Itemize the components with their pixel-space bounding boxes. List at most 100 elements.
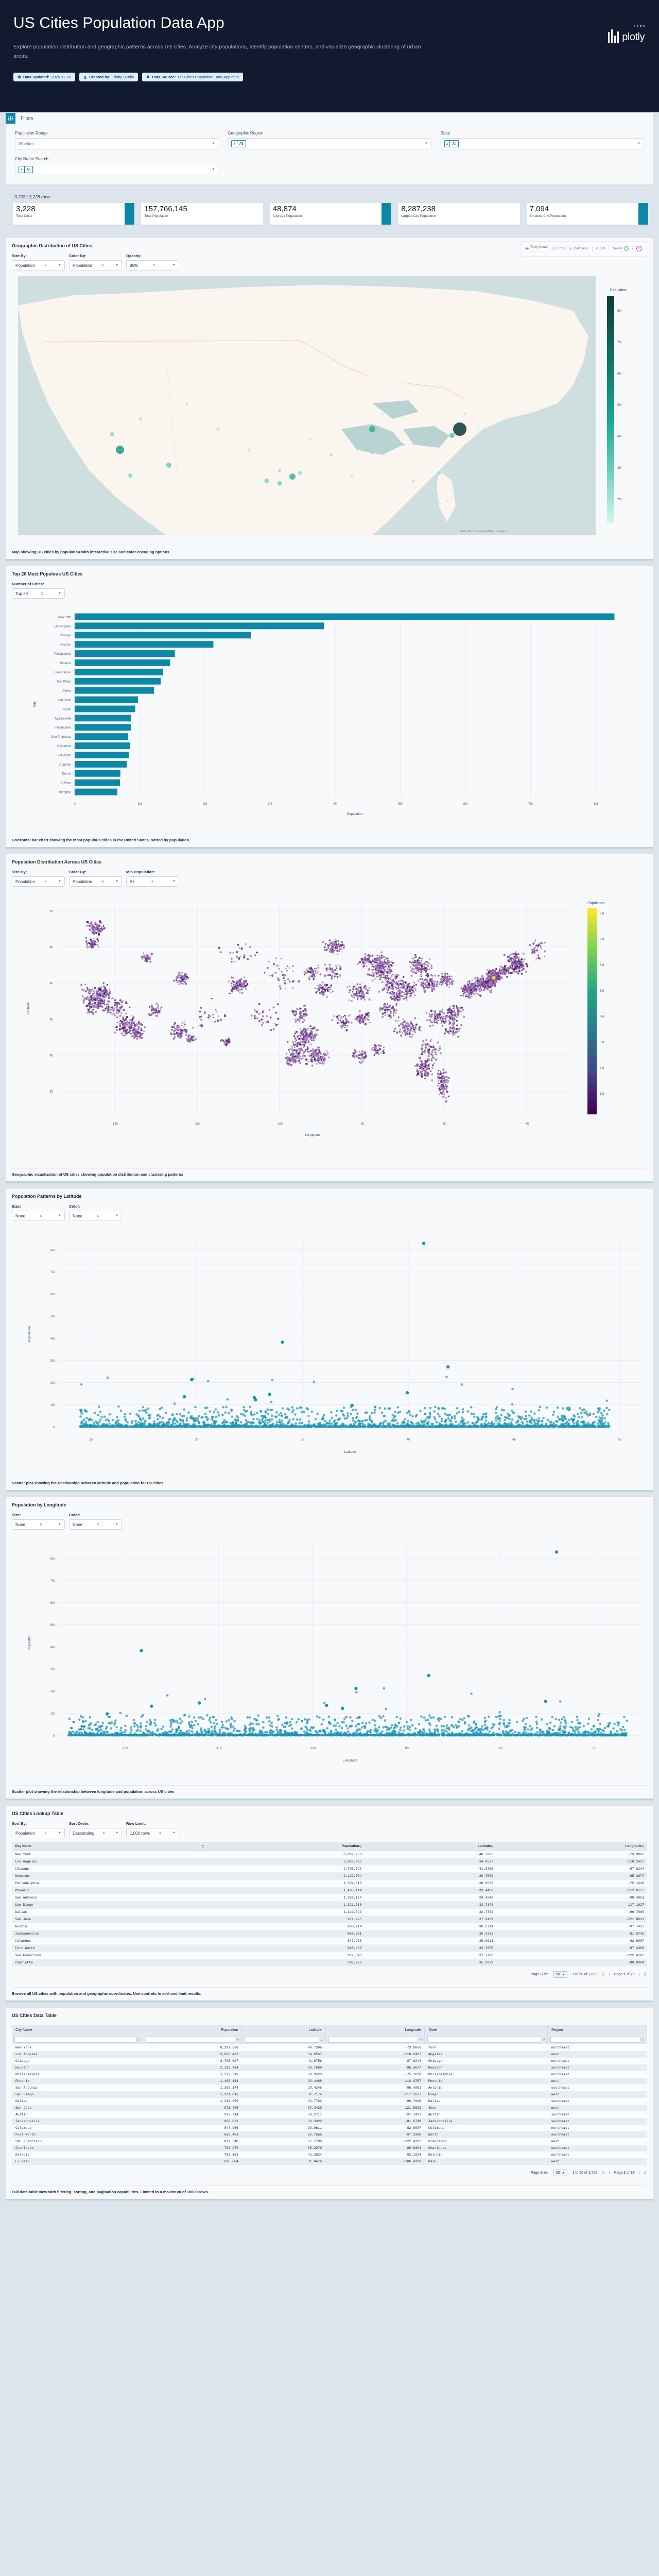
clear-icon[interactable]: x <box>101 263 104 267</box>
kpi-label: Total Population <box>144 214 168 218</box>
data-point <box>392 979 394 981</box>
x-tick-label: 6M <box>463 803 467 806</box>
population-range-select[interactable]: All cities ▼ <box>15 138 219 149</box>
state-select[interactable]: x All ▼ <box>440 138 644 149</box>
data-point <box>310 1035 313 1038</box>
x-tick-label: 4M <box>333 803 337 806</box>
data-point <box>220 1040 222 1042</box>
data-point <box>446 1081 449 1083</box>
region-token[interactable]: x All <box>231 140 246 147</box>
callbacks-button[interactable]: Callbacks <box>569 247 588 250</box>
data-point <box>449 1006 452 1008</box>
data-point <box>441 1018 444 1020</box>
data-point <box>363 993 366 995</box>
data-point <box>391 993 394 996</box>
geo-scatter-controls: Size By: Population x ▼ Color By: Populat… <box>12 870 647 887</box>
data-point <box>421 1060 423 1063</box>
map-attribution: © MapTiler © OpenStreetMap contributors <box>460 530 508 533</box>
data-point <box>398 996 400 998</box>
geo-scatter-plot[interactable]: -120 -110 -100 -90 -80 -70 25 30 35 40 45 50 Longitu… <box>6 891 653 1164</box>
clear-icon[interactable]: x <box>97 1214 99 1218</box>
geo-min-population-select[interactable]: All x ▼ <box>126 876 179 887</box>
city-name-search-select[interactable]: x All ▼ <box>15 164 219 175</box>
data-point <box>388 964 391 967</box>
data-point <box>149 956 151 958</box>
data-point <box>412 1027 414 1030</box>
map-colorbar-title: Population <box>610 289 627 292</box>
geographic-map-plot[interactable]: Population 8M 7M 6M 5M 4M 3M 2M © MapTil… <box>6 275 653 541</box>
data-point <box>303 1015 305 1017</box>
map-opacity-select[interactable]: 80% x ▼ <box>126 260 179 270</box>
data-point <box>114 1014 116 1016</box>
data-point <box>382 974 384 976</box>
data-point <box>89 992 91 995</box>
remove-token-icon[interactable]: x <box>233 142 235 146</box>
data-point <box>342 1022 344 1024</box>
map-canvas[interactable]: Population 8M 7M 6M 5M 4M 3M 2M © MapTil… <box>12 275 656 537</box>
colorbar-tick-label: 6M <box>600 964 604 967</box>
data-point <box>388 1014 391 1017</box>
number-of-cities-select[interactable]: Top 20 x ▼ <box>12 588 65 599</box>
map-color-by-select[interactable]: Population x ▼ <box>69 260 122 270</box>
clear-icon[interactable]: x <box>153 263 155 267</box>
clear-icon[interactable]: x <box>40 1214 42 1218</box>
latitude-scatter-plot[interactable]: 25 30 35 40 45 50 0 1M 2M 3M 4M 5M 6M 7M 8M Latitude Pop… <box>6 1225 653 1472</box>
data-point <box>294 1062 297 1064</box>
data-point <box>286 1060 288 1062</box>
data-point <box>388 988 389 990</box>
data-point <box>395 992 398 994</box>
data-point <box>459 1010 462 1013</box>
plotly-logo-bars <box>608 27 619 43</box>
data-point <box>144 1026 146 1028</box>
data-point <box>340 967 342 969</box>
clear-icon[interactable]: x <box>41 591 43 596</box>
data-point <box>121 1021 124 1023</box>
expand-devtools-button[interactable]: » <box>636 245 642 251</box>
control-label: Color By: <box>69 870 86 874</box>
data-point <box>477 982 479 985</box>
data-point <box>450 1012 453 1014</box>
remove-token-icon[interactable]: x <box>446 142 448 146</box>
errors-button[interactable]: Errors <box>551 247 565 250</box>
data-point <box>422 1067 424 1070</box>
top-cities-bar-plot[interactable]: 0 1M 2M 3M 4M 5M 6M 7M 8M New York Los Angeles Chic… <box>6 603 653 829</box>
data-point <box>314 1055 316 1057</box>
geo-scatter-canvas[interactable]: -120 -110 -100 -90 -80 -70253035404550Longitu… <box>12 893 656 1161</box>
data-point <box>321 1062 324 1065</box>
clear-icon[interactable]: x <box>44 263 47 267</box>
lat-size-select[interactable]: None x ▼ <box>12 1211 65 1221</box>
data-point <box>92 990 95 992</box>
remove-token-icon[interactable]: x <box>21 167 23 172</box>
data-point <box>327 1056 330 1059</box>
geographic-region-select[interactable]: x All ▼ <box>228 138 431 149</box>
clear-icon[interactable]: x <box>151 879 153 884</box>
y-tick-label: 25 <box>49 1091 53 1094</box>
state-token[interactable]: x All <box>444 140 459 147</box>
data-point <box>390 986 392 988</box>
data-point <box>382 976 385 978</box>
data-point <box>394 994 396 996</box>
data-point <box>460 1024 462 1026</box>
data-point <box>302 1009 305 1012</box>
clear-icon[interactable]: x <box>101 879 104 884</box>
latitude-scatter-canvas[interactable]: 25 30 35 40 45 5001M2M3M4M5M6M7M8MLatitudePop… <box>12 1227 656 1469</box>
data-point <box>97 994 100 997</box>
data-point <box>92 927 94 929</box>
data-point <box>452 1030 455 1032</box>
data-point <box>426 961 429 963</box>
data-point <box>521 973 523 975</box>
data-point <box>307 1027 309 1030</box>
plotly-cloud-link[interactable]: Plotly Cloud <box>525 245 548 251</box>
data-point <box>419 1026 421 1028</box>
map-size-by-select[interactable]: Population x ▼ <box>12 260 65 270</box>
data-point <box>377 957 380 960</box>
data-point <box>452 1022 454 1025</box>
lat-color-select[interactable]: None x ▼ <box>69 1211 122 1221</box>
clear-icon[interactable]: x <box>44 879 47 884</box>
geo-size-by-select[interactable]: Population x ▼ <box>12 876 65 887</box>
data-point <box>301 1029 304 1032</box>
data-point <box>408 1025 410 1028</box>
geo-color-by-select[interactable]: Population x ▼ <box>69 876 122 887</box>
city-token[interactable]: x All <box>19 166 33 173</box>
